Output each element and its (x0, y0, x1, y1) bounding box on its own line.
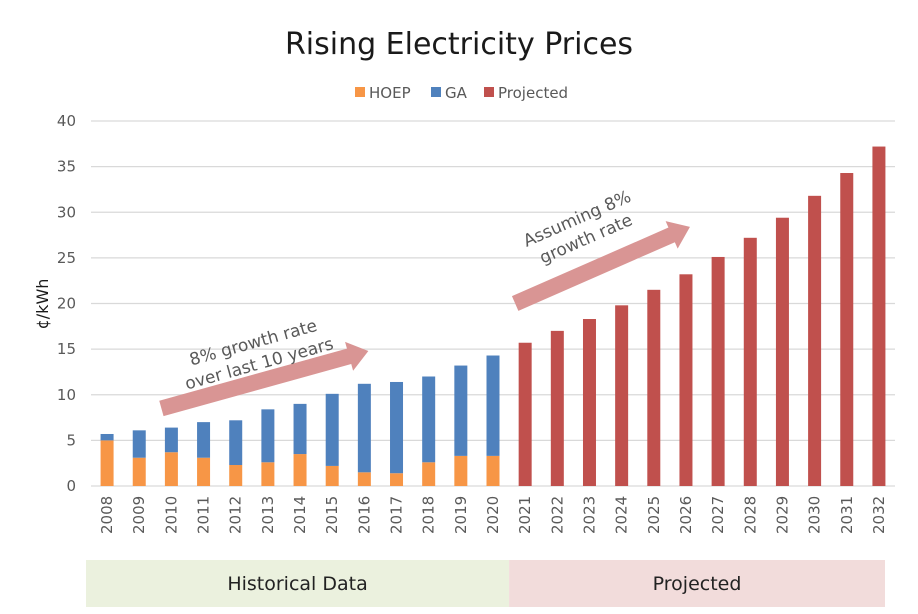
arrow-icon (511, 221, 690, 311)
annotation-arrow-2 (511, 221, 690, 311)
bar-projected-2030 (808, 195, 822, 486)
bar-hoep-2016 (357, 472, 371, 486)
y-tick-label: 0 (66, 477, 76, 495)
bars (100, 146, 886, 487)
bar-hoep-2017 (390, 473, 404, 486)
x-tick-label: 2028 (741, 496, 759, 534)
x-tick-label: 2022 (548, 496, 566, 534)
annotation-arrow-1 (159, 341, 369, 417)
x-tick-label: 2029 (773, 496, 791, 534)
band-projected (509, 560, 885, 607)
x-tick-label: 2020 (484, 496, 502, 534)
x-tick-label: 2012 (227, 496, 245, 534)
bar-projected-2031 (840, 173, 854, 486)
y-tick-label: 5 (66, 431, 76, 449)
band-historical-data (86, 560, 510, 607)
bar-projected-2029 (775, 217, 789, 486)
x-tick-label: 2016 (355, 496, 373, 534)
y-tick-label: 25 (57, 249, 76, 267)
legend-swatch-ga (431, 87, 441, 97)
x-axis-ticks: 2008 2009 2010 2011 2012 2013 2014 2015 2016 2017… (98, 496, 888, 534)
bar-ga-2011 (197, 422, 211, 458)
bar-projected-2025 (647, 289, 661, 486)
y-tick-label: 30 (57, 203, 76, 221)
bar-hoep-2020 (486, 455, 500, 486)
legend-label-ga: GA (445, 84, 468, 102)
x-tick-label: 2013 (259, 496, 277, 534)
bar-projected-2023 (582, 319, 596, 486)
band-label: Projected (653, 573, 742, 595)
arrow-icon (159, 341, 369, 417)
x-tick-label: 2010 (162, 496, 180, 534)
category-bands: Historical Data Projected (86, 560, 885, 607)
x-tick-label: 2023 (580, 496, 598, 534)
bar-ga-2008 (100, 433, 114, 441)
bar-hoep-2013 (261, 462, 275, 486)
bar-projected-2022 (550, 330, 564, 486)
y-tick-label: 40 (57, 112, 76, 130)
bar-projected-2028 (743, 237, 757, 486)
bar-hoep-2008 (100, 440, 114, 486)
legend-swatch-hoep (355, 87, 365, 97)
bar-hoep-2012 (229, 465, 243, 486)
x-tick-label: 2018 (420, 496, 438, 534)
bar-hoep-2011 (197, 457, 211, 486)
y-tick-label: 15 (57, 340, 76, 358)
chart-title: Rising Electricity Prices (285, 27, 633, 62)
x-tick-label: 2030 (806, 496, 824, 534)
y-tick-label: 35 (57, 158, 76, 176)
bar-ga-2020 (486, 355, 500, 456)
y-tick-label: 20 (57, 295, 76, 313)
bar-ga-2013 (261, 409, 275, 463)
bar-projected-2026 (679, 274, 693, 486)
bar-projected-2021 (518, 342, 532, 486)
x-tick-label: 2031 (838, 496, 856, 534)
x-tick-label: 2032 (870, 496, 888, 534)
bar-ga-2016 (357, 383, 371, 473)
legend: HOEP GA Projected (355, 84, 568, 102)
bar-projected-2027 (711, 256, 725, 486)
bar-ga-2015 (325, 393, 339, 466)
bar-ga-2018 (422, 376, 436, 463)
x-tick-label: 2025 (645, 496, 663, 534)
y-axis-label: ¢/kWh (33, 279, 52, 330)
bar-hoep-2009 (132, 457, 146, 486)
bar-ga-2010 (164, 427, 178, 453)
legend-swatch-projected (484, 87, 494, 97)
bar-ga-2017 (390, 381, 404, 474)
x-tick-label: 2024 (613, 496, 631, 534)
legend-label-hoep: HOEP (369, 84, 411, 102)
x-tick-label: 2009 (130, 496, 148, 534)
bar-hoep-2010 (164, 452, 178, 486)
bar-projected-2032 (872, 146, 886, 487)
bar-hoep-2019 (454, 455, 468, 486)
bar-ga-2009 (132, 430, 146, 458)
bar-ga-2014 (293, 403, 307, 455)
x-tick-label: 2017 (388, 496, 406, 534)
x-tick-label: 2008 (98, 496, 116, 534)
x-tick-label: 2026 (677, 496, 695, 534)
bar-ga-2012 (229, 420, 243, 466)
x-tick-label: 2021 (516, 496, 534, 534)
y-tick-label: 10 (57, 386, 76, 404)
bar-projected-2024 (615, 305, 629, 486)
bar-hoep-2014 (293, 454, 307, 486)
x-tick-label: 2015 (323, 496, 341, 534)
bar-hoep-2015 (325, 465, 339, 486)
x-tick-label: 2027 (709, 496, 727, 534)
x-tick-label: 2019 (452, 496, 470, 534)
band-label: Historical Data (227, 573, 367, 595)
x-tick-label: 2011 (195, 496, 213, 534)
bar-hoep-2018 (422, 462, 436, 486)
legend-label-projected: Projected (498, 84, 568, 102)
x-tick-label: 2014 (291, 496, 309, 534)
bar-ga-2019 (454, 365, 468, 456)
y-axis-ticks: 0 5 10 15 20 25 30 35 40 (57, 112, 76, 495)
